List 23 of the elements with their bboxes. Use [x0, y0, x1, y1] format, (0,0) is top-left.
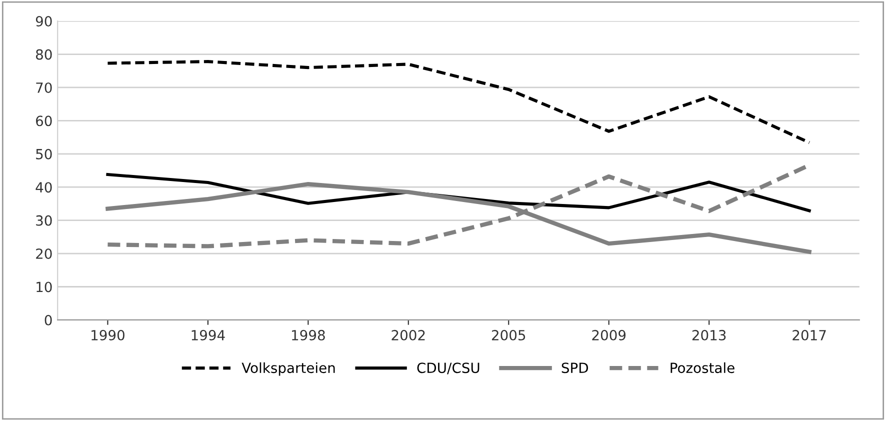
x-tick-label: 2002	[392, 330, 425, 340]
y-tick-label: 60	[36, 116, 52, 126]
y-tick-label: 80	[36, 49, 52, 60]
y-tick-label: 0	[44, 314, 52, 326]
y-tick-label: 30	[36, 215, 52, 226]
x-tick-label: 1990	[92, 330, 124, 340]
legend-label: Pozostale	[670, 362, 734, 374]
line-series	[106, 60, 811, 144]
legend-label: Volksparteien	[242, 362, 335, 376]
y-tick-label: 40	[36, 182, 52, 193]
x-tick-label: 2009	[592, 330, 626, 340]
y-tick-label: 70	[36, 82, 52, 93]
y-tick-label: 50	[36, 148, 52, 160]
x-tick-label: 2013	[692, 330, 726, 340]
y-tick-label: 10	[36, 282, 52, 292]
y-tick-label: 20	[36, 248, 52, 260]
y-tick-label: 90	[36, 16, 52, 27]
x-tick-label: 1994	[192, 330, 225, 340]
x-tick-label: 2005	[492, 330, 526, 340]
x-tick-label: 2017	[792, 330, 826, 340]
x-tick-label: 1998	[292, 330, 325, 340]
legend-label: SPD	[562, 362, 588, 374]
legend-label: CDU/CSU	[417, 362, 480, 374]
